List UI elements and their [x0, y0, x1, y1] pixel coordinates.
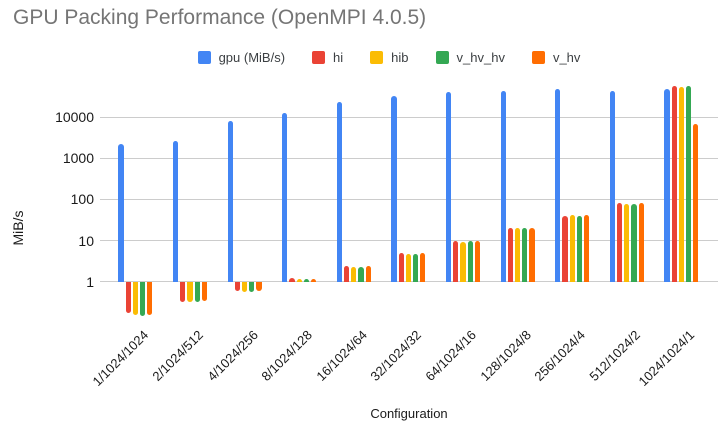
legend-item-hi[interactable]: hi: [312, 50, 343, 65]
gridline: [100, 116, 718, 118]
x-tick-label: 2/1024/512: [149, 327, 207, 384]
bar-gpu-mib-s--2-1024-512[interactable]: [173, 141, 179, 282]
y-tick-label: 1000: [62, 150, 94, 167]
bar-hi-128-1024-8[interactable]: [507, 227, 513, 282]
y-tick-label: 1: [86, 273, 94, 290]
bar-v-hv-32-1024-32[interactable]: [420, 253, 426, 282]
bar-gpu-mib-s--16-1024-64[interactable]: [336, 101, 342, 282]
bar-hi-64-1024-16[interactable]: [453, 241, 459, 282]
bar-v-hv-hv-64-1024-16[interactable]: [467, 241, 473, 282]
bar-hib-256-1024-4[interactable]: [569, 215, 575, 282]
bar-v-hv-128-1024-8[interactable]: [529, 227, 535, 282]
bar-v-hv-hv-2-1024-512[interactable]: [194, 281, 200, 303]
bar-hib-8-1024-128[interactable]: [296, 278, 302, 282]
bar-v-hv-16-1024-64[interactable]: [365, 265, 371, 282]
bar-v-hv-4-1024-256[interactable]: [256, 281, 262, 291]
bar-v-hv-256-1024-4[interactable]: [584, 215, 590, 282]
bar-hib-1-1024-1024[interactable]: [132, 281, 138, 315]
bar-hi-8-1024-128[interactable]: [289, 277, 295, 282]
bar-v-hv-8-1024-128[interactable]: [311, 278, 317, 282]
legend-item-v-hv-hv[interactable]: v_hv_hv: [435, 49, 505, 65]
bar-gpu-mib-s--1024-1024-1[interactable]: [664, 89, 670, 282]
bar-hi-4-1024-256[interactable]: [234, 281, 240, 291]
y-tick-label: 10000: [55, 109, 94, 126]
bar-hi-256-1024-4[interactable]: [562, 215, 568, 282]
bar-v-hv-1024-1024-1[interactable]: [693, 124, 699, 282]
x-axis-title: Configuration: [370, 406, 448, 421]
x-tick-label: 512/1024/2: [586, 327, 643, 384]
legend-item-label: hib: [391, 49, 409, 65]
bar-gpu-mib-s--1-1024-1024[interactable]: [118, 144, 124, 282]
bar-gpu-mib-s--32-1024-32[interactable]: [391, 95, 397, 282]
x-tick-label: 8/1024/128: [258, 327, 316, 384]
x-tick-label: 256/1024/4: [531, 327, 589, 384]
bar-v-hv-hv-16-1024-64[interactable]: [358, 266, 364, 282]
legend-item-label: v_hv: [552, 49, 581, 65]
bar-v-hv-512-1024-2[interactable]: [638, 203, 644, 282]
bar-hi-16-1024-64[interactable]: [344, 266, 350, 282]
x-tick-label: 16/1024/64: [313, 327, 370, 384]
legend-item-label: v_hv_hv: [456, 49, 505, 65]
legend-item-hib[interactable]: hib: [370, 49, 409, 65]
legend-swatch-icon: [435, 50, 449, 64]
gridline: [100, 157, 718, 159]
bar-gpu-mib-s--512-1024-2[interactable]: [609, 90, 615, 282]
bar-gpu-mib-s--8-1024-128[interactable]: [282, 112, 288, 282]
legend-swatch-icon: [312, 50, 326, 64]
bar-hi-32-1024-32[interactable]: [398, 253, 404, 282]
bar-v-hv-hv-1024-1024-1[interactable]: [686, 86, 692, 282]
legend: gpu (MiB/s) hi hib v_hv_hv v_hv: [50, 49, 728, 65]
bar-hib-512-1024-2[interactable]: [624, 203, 630, 282]
legend-swatch-icon: [531, 50, 545, 64]
bar-gpu-mib-s--4-1024-256[interactable]: [227, 121, 233, 282]
x-tick-label: 128/1024/8: [476, 327, 534, 384]
gridline: [100, 240, 718, 242]
legend-item-v-hv[interactable]: v_hv: [531, 49, 581, 65]
legend-swatch-icon: [370, 50, 384, 64]
bar-hib-1024-1024-1[interactable]: [678, 86, 684, 282]
legend-item-gpu-mib-s-[interactable]: gpu (MiB/s): [197, 49, 286, 65]
bar-gpu-mib-s--64-1024-16[interactable]: [446, 91, 452, 282]
bar-v-hv-hv-256-1024-4[interactable]: [576, 215, 582, 282]
bar-v-hv-64-1024-16[interactable]: [474, 240, 480, 282]
gridline: [100, 281, 718, 283]
bar-v-hv-hv-1-1024-1024[interactable]: [140, 281, 146, 316]
bar-v-hv-hv-512-1024-2[interactable]: [631, 203, 637, 282]
legend-item-label: gpu (MiB/s): [218, 49, 286, 65]
bar-hib-64-1024-16[interactable]: [460, 241, 466, 282]
y-axis-title: MiB/s: [10, 210, 26, 246]
x-tick-label: 4/1024/256: [203, 327, 261, 384]
bar-hi-2-1024-512[interactable]: [180, 281, 186, 302]
bar-gpu-mib-s--128-1024-8[interactable]: [500, 90, 506, 282]
x-tick-label: 64/1024/16: [422, 327, 480, 384]
x-tick-label: 1024/1024/1: [635, 327, 698, 390]
y-tick-label: 100: [70, 191, 94, 208]
bar-hib-16-1024-64[interactable]: [351, 266, 357, 282]
legend-item-label: hi: [333, 49, 344, 65]
bar-v-hv-hv-32-1024-32[interactable]: [413, 254, 419, 282]
bar-hib-32-1024-32[interactable]: [405, 254, 411, 282]
gridline: [100, 198, 718, 200]
bar-hi-1024-1024-1[interactable]: [671, 86, 677, 282]
bar-v-hv-2-1024-512[interactable]: [201, 281, 207, 301]
bar-hib-2-1024-512[interactable]: [187, 281, 193, 303]
bar-gpu-mib-s--256-1024-4[interactable]: [555, 89, 561, 282]
bar-v-hv-hv-128-1024-8[interactable]: [522, 228, 528, 282]
x-tick-label: 32/1024/32: [367, 327, 425, 384]
legend-swatch-icon: [197, 50, 211, 64]
bar-v-hv-hv-4-1024-256[interactable]: [249, 281, 255, 292]
bar-hib-4-1024-256[interactable]: [242, 281, 248, 292]
bar-hi-1-1024-1024[interactable]: [125, 281, 131, 314]
bar-v-hv-1-1024-1024[interactable]: [147, 281, 153, 316]
y-tick-label: 10: [78, 232, 94, 249]
x-tick-label: 1/1024/1024: [89, 327, 152, 390]
bar-hi-512-1024-2[interactable]: [617, 203, 623, 282]
chart-title: GPU Packing Performance (OpenMPI 4.0.5): [13, 6, 427, 29]
bar-hib-128-1024-8[interactable]: [515, 228, 521, 282]
bar-v-hv-hv-8-1024-128[interactable]: [303, 278, 309, 282]
